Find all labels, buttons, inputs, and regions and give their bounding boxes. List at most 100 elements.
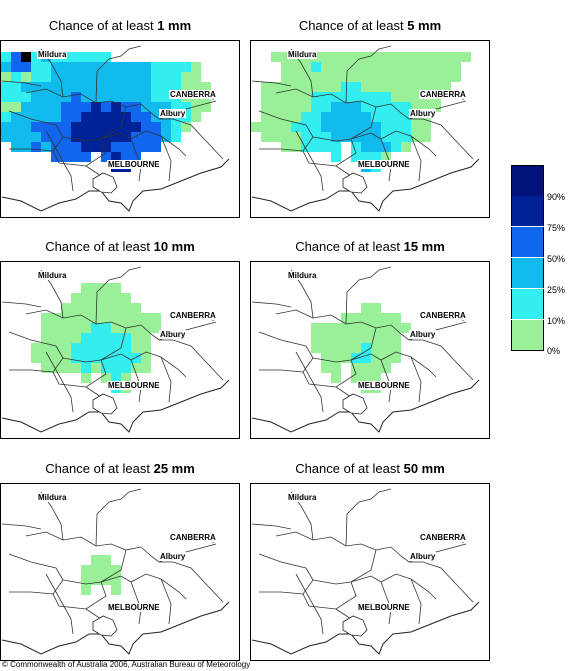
probability-cell (111, 62, 121, 72)
probability-cell (111, 575, 121, 585)
probability-cell (131, 142, 141, 152)
probability-cell (371, 313, 381, 323)
probability-cell (71, 132, 81, 142)
probability-cell (111, 72, 121, 82)
probability-cell (361, 303, 371, 313)
probability-cell (111, 142, 121, 152)
district-boundary (312, 136, 352, 142)
legend-label-90: 90% (547, 192, 566, 202)
probability-cell (421, 52, 431, 62)
probability-cell (121, 313, 131, 323)
district-boundary (350, 327, 377, 361)
probability-cell (141, 132, 151, 142)
title-amount: 5 mm (407, 18, 442, 33)
probability-cell (371, 303, 381, 313)
probability-cell (1, 72, 11, 82)
district-boundary (259, 148, 304, 152)
probability-cell (11, 102, 21, 112)
probability-cell (71, 122, 81, 132)
probability-cell (91, 132, 101, 142)
probability-cell (91, 565, 101, 575)
district-boundary (259, 591, 304, 595)
district-boundary (8, 553, 187, 610)
probability-cell (81, 323, 91, 333)
probability-cell (141, 363, 151, 373)
probability-cell (401, 122, 411, 132)
probability-cell (51, 122, 61, 132)
district-boundary (1, 301, 42, 308)
probability-cell (381, 102, 391, 112)
probability-cell (121, 72, 131, 82)
probability-cell (321, 62, 331, 72)
probability-cell (131, 353, 141, 363)
probability-cell (21, 132, 31, 142)
probability-cell (91, 303, 101, 313)
coastline (251, 379, 480, 433)
probability-cell (371, 373, 381, 383)
probability-cell (21, 92, 31, 102)
probability-cell (351, 122, 361, 132)
probability-cell (111, 303, 121, 313)
probability-cell (61, 353, 71, 363)
probability-cell (411, 132, 421, 142)
probability-cell (401, 82, 411, 92)
probability-cell (21, 52, 31, 62)
probability-cell (401, 52, 411, 62)
probability-cell (441, 62, 451, 72)
probability-cell (71, 333, 81, 343)
probability-cell (141, 343, 151, 353)
probability-cell (321, 353, 331, 363)
probability-cell (51, 92, 61, 102)
port-phillip-bay (342, 615, 368, 637)
probability-cell (461, 52, 471, 62)
probability-cell (101, 62, 111, 72)
probability-cell (391, 343, 401, 353)
probability-cell (91, 112, 101, 122)
probability-cell (291, 112, 301, 122)
probability-cell (141, 313, 151, 323)
probability-cell (371, 122, 381, 132)
legend-swatch-90-100 (511, 165, 544, 196)
district-boundary (1, 523, 42, 530)
district-boundary (410, 135, 422, 182)
probability-cell (101, 132, 111, 142)
city-label-canberra: CANBERRA (419, 311, 467, 320)
probability-cell (321, 122, 331, 132)
probability-cell (101, 343, 111, 353)
probability-cell (161, 82, 171, 92)
probability-cell (141, 323, 151, 333)
district-boundary (410, 578, 422, 625)
probability-cell (301, 72, 311, 82)
probability-cell (111, 92, 121, 102)
probability-cell (311, 122, 321, 132)
legend-label-10: 10% (547, 316, 566, 326)
district-boundary (160, 578, 172, 625)
district-boundary (95, 488, 142, 547)
probability-cell (111, 343, 121, 353)
probability-cell (71, 343, 81, 353)
probability-cell (121, 363, 131, 373)
probability-cell (361, 363, 371, 373)
rainfall-map-svg (1, 488, 230, 655)
probability-cell (321, 142, 331, 152)
probability-cell (111, 333, 121, 343)
city-label-canberra: CANBERRA (419, 90, 467, 99)
probability-cell (331, 72, 341, 82)
probability-cell (381, 72, 391, 82)
probability-cell (11, 82, 21, 92)
district-boundary (85, 608, 102, 620)
district-boundary (25, 309, 224, 381)
district-boundary (251, 523, 292, 530)
probability-cell (441, 52, 451, 62)
probability-cell (311, 82, 321, 92)
probability-cell (151, 122, 161, 132)
district-boundary (8, 331, 187, 388)
probability-cell (311, 343, 321, 353)
probability-cell (51, 112, 61, 122)
coastline (1, 601, 230, 655)
probability-cell (51, 62, 61, 72)
probability-cell (71, 353, 81, 363)
probability-cell (291, 122, 301, 132)
probability-cell (171, 102, 181, 112)
district-boundary (275, 88, 474, 160)
